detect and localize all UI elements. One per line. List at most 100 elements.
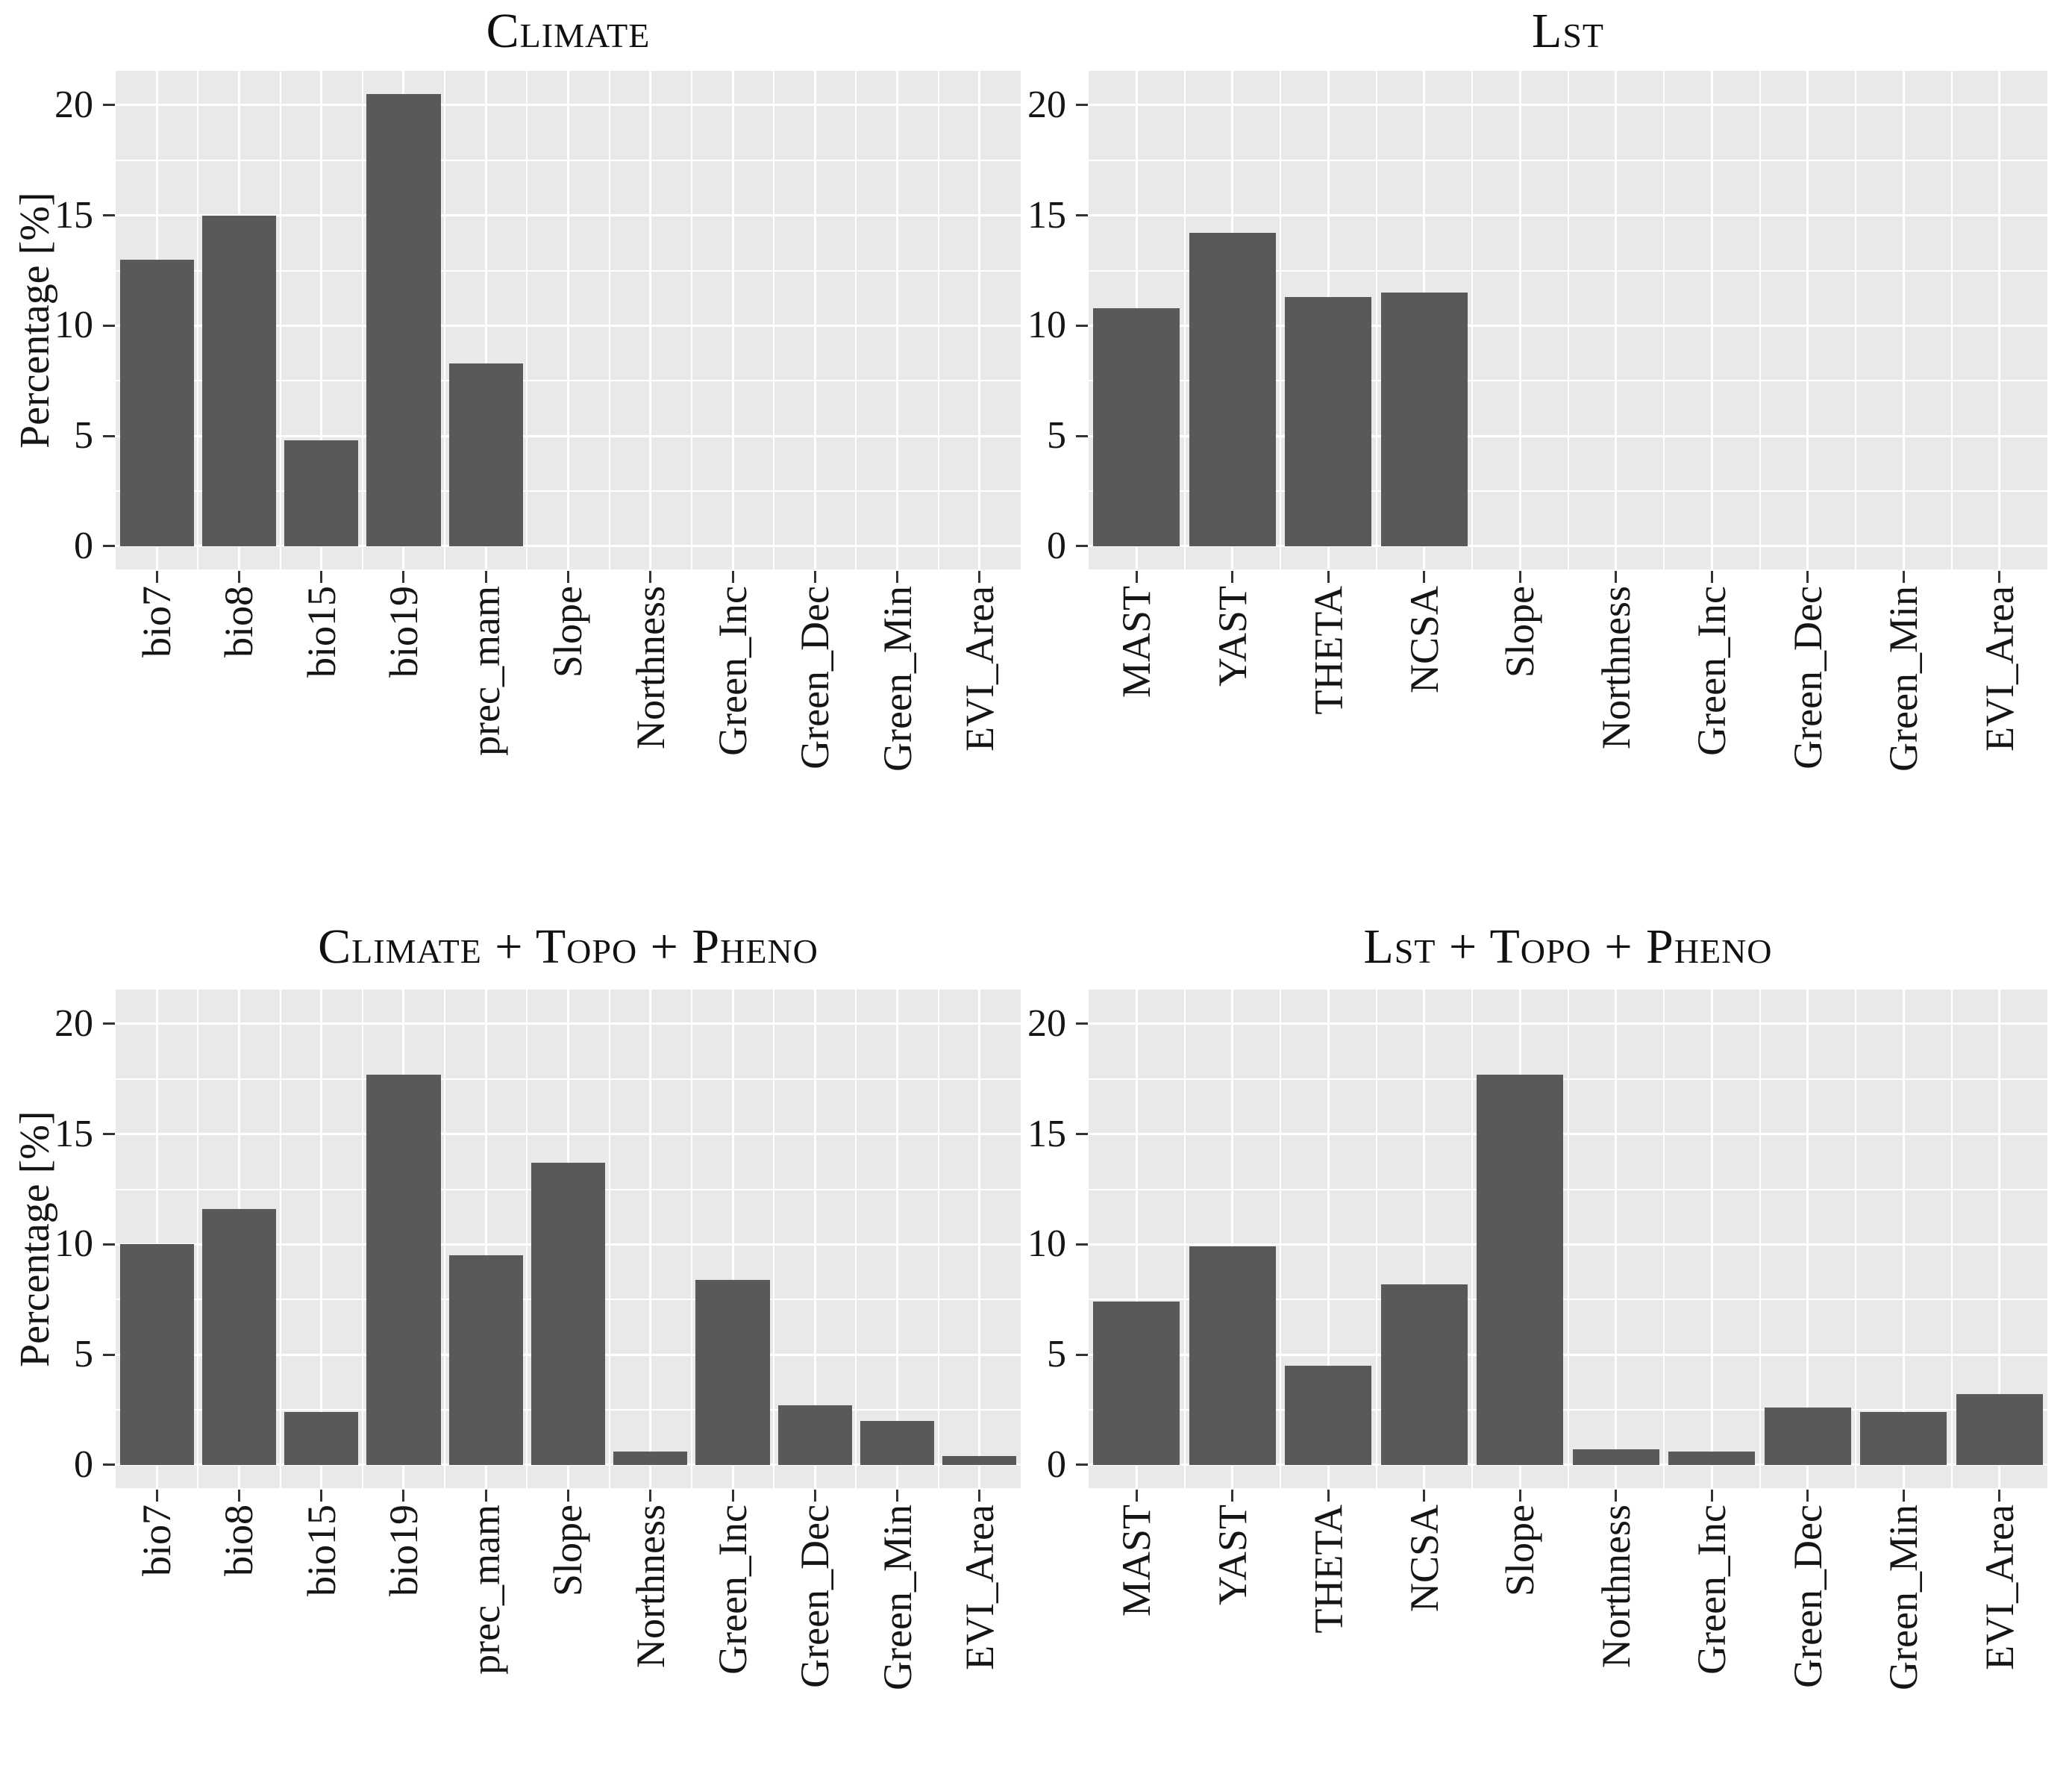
- gridline-minor-v: [361, 990, 363, 1488]
- y-tick-label: 15: [54, 1112, 93, 1155]
- x-tick-mark: [1231, 1490, 1234, 1502]
- y-tick-mark: [103, 1353, 115, 1356]
- x-axis-label-bio7: bio7: [134, 1505, 180, 1577]
- chart-title-lst: Lst: [1532, 4, 1604, 58]
- bar-THETA: [1285, 1365, 1372, 1465]
- x-tick-mark: [1615, 1490, 1618, 1502]
- x-axis-label-EVI_Area: EVI_Area: [1976, 1505, 2022, 1670]
- gridline-minor-v: [855, 990, 857, 1488]
- x-axis-label-Green_Dec: Green_Dec: [1785, 586, 1830, 769]
- bar-bio7: [119, 1244, 194, 1465]
- gridline-major-v: [155, 990, 158, 1488]
- x-tick-mark: [237, 1490, 240, 1502]
- x-axis-label-prec_mam: prec_mam: [463, 586, 509, 756]
- y-tick-mark: [1076, 1022, 1088, 1025]
- gridline-major-v: [978, 990, 981, 1488]
- y-tick-mark: [103, 545, 115, 548]
- gridline-minor-v: [690, 71, 692, 569]
- gridline-major-v: [731, 990, 734, 1488]
- x-tick-mark: [484, 571, 487, 583]
- gridline-major-v: [649, 71, 652, 569]
- x-axis-label-bio19: bio19: [381, 1505, 426, 1597]
- y-tick-mark: [103, 324, 115, 327]
- gridline-major-v: [813, 990, 816, 1488]
- x-tick-mark: [1423, 571, 1426, 583]
- gridline-major-v: [1902, 71, 1905, 569]
- gridline-major-v: [320, 990, 323, 1488]
- gridline-major-v: [1135, 990, 1138, 1488]
- gridline-major-v: [1518, 71, 1521, 569]
- x-axis-label-YAST: YAST: [1209, 1505, 1255, 1606]
- y-tick-mark: [1076, 214, 1088, 217]
- x-tick-mark: [155, 571, 158, 583]
- bar-Green_Inc: [695, 1279, 770, 1465]
- x-tick-mark: [1806, 1490, 1809, 1502]
- y-tick-mark: [103, 104, 115, 107]
- x-axis-label-Slope: Slope: [1497, 586, 1543, 678]
- x-tick-mark: [649, 1490, 652, 1502]
- bar-prec_mam: [448, 1255, 523, 1465]
- x-tick-mark: [1518, 1490, 1521, 1502]
- chart-climate: Climate 0 5 10 15 20 bio7 bio8 bio15 bio19 prec_m…: [0, 0, 1036, 882]
- bar-Green_Min: [1860, 1412, 1947, 1465]
- x-tick-mark: [1806, 571, 1809, 583]
- y-tick-mark: [103, 1243, 115, 1246]
- gridline-minor-v: [1950, 990, 1953, 1488]
- x-axis-label-NCSA: NCSA: [1401, 1505, 1447, 1613]
- gridline-minor-v: [1759, 990, 1761, 1488]
- x-tick-mark: [731, 571, 734, 583]
- y-tick-label: 20: [54, 83, 93, 126]
- x-axis-label-Green_Inc: Green_Inc: [1689, 586, 1735, 756]
- gridline-minor-v: [444, 990, 446, 1488]
- gridline-minor-v: [1567, 990, 1569, 1488]
- bar-bio7: [119, 259, 194, 546]
- x-axis-label-bio8: bio8: [216, 1505, 262, 1577]
- y-tick-label: 0: [74, 1443, 93, 1486]
- bar-MAST: [1093, 307, 1180, 546]
- x-axis-label-Green_Min: Green_Min: [874, 1505, 920, 1690]
- y-tick-mark: [103, 214, 115, 217]
- y-tick-mark: [1076, 1243, 1088, 1246]
- gridline-minor-v: [773, 990, 775, 1488]
- y-tick-label: 0: [74, 524, 93, 567]
- x-tick-mark: [155, 1490, 158, 1502]
- plot-panel: [1089, 71, 2047, 569]
- x-tick-mark: [1327, 1490, 1330, 1502]
- gridline-minor-v: [444, 71, 446, 569]
- x-tick-mark: [731, 1490, 734, 1502]
- x-tick-mark: [1710, 571, 1713, 583]
- x-tick-mark: [1902, 1490, 1905, 1502]
- gridline-minor-v: [279, 71, 281, 569]
- y-tick-mark: [103, 434, 115, 437]
- gridline-minor-v: [855, 71, 857, 569]
- gridline-major-v: [978, 71, 981, 569]
- x-axis-label-Northness: Northness: [1593, 1505, 1638, 1668]
- x-tick-mark: [1902, 571, 1905, 583]
- x-tick-mark: [402, 1490, 405, 1502]
- bar-EVI_Area: [1956, 1394, 2043, 1465]
- chart-lst-topo-pheno: Lst + Topo + Pheno 0 5 10 15 20 MAST YAST THETA…: [1027, 883, 2072, 1765]
- y-tick-mark: [1076, 324, 1088, 327]
- x-tick-mark: [1231, 571, 1234, 583]
- gridline-minor-v: [1375, 990, 1377, 1488]
- y-tick-label: 5: [1047, 414, 1066, 457]
- gridline-major-v: [1327, 990, 1330, 1488]
- gridline-minor-v: [1375, 71, 1377, 569]
- x-axis-label-Slope: Slope: [545, 1505, 591, 1597]
- bar-YAST: [1189, 1246, 1276, 1465]
- y-tick-label: 20: [1027, 83, 1066, 126]
- x-tick-mark: [484, 1490, 487, 1502]
- x-tick-mark: [1518, 571, 1521, 583]
- x-axis-label-Green_Inc: Green_Inc: [1689, 1505, 1735, 1675]
- y-tick-mark: [1076, 545, 1088, 548]
- gridline-major-v: [1998, 990, 2001, 1488]
- x-axis-label-MAST: MAST: [1114, 1505, 1159, 1617]
- y-tick-label: 5: [74, 1333, 93, 1376]
- gridline-major-v: [1902, 990, 1905, 1488]
- y-tick-label: 10: [54, 304, 93, 347]
- gridline-minor-v: [608, 71, 610, 569]
- chart-title-climate-topo-pheno: Climate + Topo + Pheno: [318, 919, 819, 974]
- y-tick-label: 10: [1027, 1222, 1066, 1266]
- y-tick-mark: [1076, 434, 1088, 437]
- gridline-minor-v: [690, 990, 692, 1488]
